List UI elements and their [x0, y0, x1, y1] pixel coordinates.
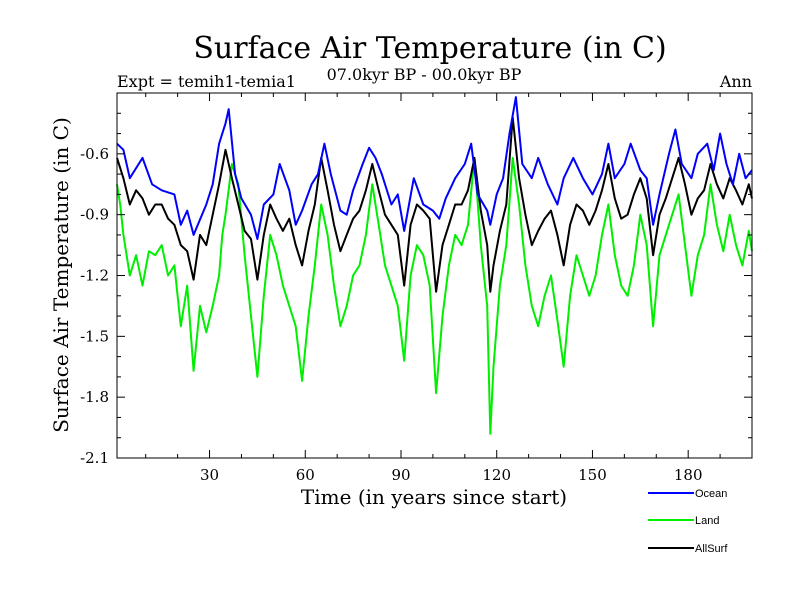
plot-area: 30 60 90 120 150 180 -2.1 -1.8 -1.5 -1.2 -0.9 -0.6	[80, 92, 753, 484]
series-line-ocean	[116, 96, 753, 240]
y-tick-label: -1.2	[80, 267, 109, 285]
y-tick-label: -2.1	[80, 449, 109, 467]
x-tick-label: 30	[200, 466, 219, 484]
series-layer	[116, 96, 753, 435]
y-axis-label: Surface Air Temperature (in C)	[49, 117, 73, 433]
legend-label-ocean: Ocean	[695, 488, 727, 500]
chart-title: Surface Air Temperature (in C)	[193, 31, 666, 66]
series-line-land	[116, 156, 753, 435]
legend: Ocean Land AllSurf	[648, 488, 728, 555]
x-tick-label: 150	[578, 466, 607, 484]
y-tick-label: -0.6	[80, 145, 109, 163]
x-tick-label: 120	[482, 466, 511, 484]
legend-label-allsurf: AllSurf	[695, 543, 728, 555]
x-tick-label: 180	[674, 466, 703, 484]
y-axis: -2.1 -1.8 -1.5 -1.2 -0.9 -0.6	[80, 92, 752, 467]
x-axis-label: Time (in years since start)	[301, 485, 567, 509]
y-tick-label: -0.9	[80, 206, 109, 224]
x-tick-label: 60	[296, 466, 315, 484]
experiment-label: Expt = temih1-temia1	[117, 72, 296, 91]
season-label: Ann	[719, 72, 752, 91]
x-tick-label: 90	[391, 466, 410, 484]
y-tick-label: -1.5	[80, 327, 109, 345]
series-line-allsurf	[116, 116, 753, 293]
time-range-label: 07.0kyr BP - 00.0kyr BP	[327, 65, 522, 84]
x-axis: 30 60 90 120 150 180	[145, 93, 753, 484]
y-tick-label: -1.8	[80, 388, 109, 406]
legend-label-land: Land	[695, 515, 719, 527]
